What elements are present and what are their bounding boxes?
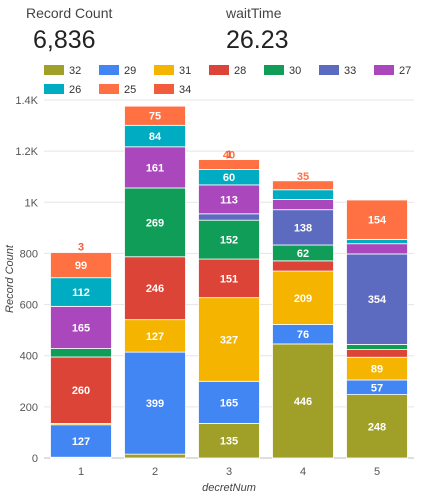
data-label: 62 xyxy=(297,248,309,260)
x-tick-label: 1 xyxy=(78,466,84,478)
legend-swatch-34 xyxy=(154,84,174,94)
wait-time-label: waitTime xyxy=(226,5,282,21)
data-label: 57 xyxy=(371,382,383,394)
data-label: 354 xyxy=(368,294,387,306)
legend-label-28: 28 xyxy=(234,65,246,77)
bar-segment-31 xyxy=(272,270,334,325)
legend-label-29: 29 xyxy=(124,65,136,77)
data-label: 112 xyxy=(72,287,90,299)
legend-label-25: 25 xyxy=(124,84,136,96)
bar-segment-25 xyxy=(272,180,334,191)
bar-segment-27 xyxy=(124,146,186,189)
y-tick-label: 800 xyxy=(20,248,38,260)
legend-label-33: 33 xyxy=(344,65,356,77)
data-label: 399 xyxy=(146,398,164,410)
data-label: 84 xyxy=(149,131,162,143)
y-tick-label: 400 xyxy=(20,351,38,363)
bar-segment-33 xyxy=(272,209,334,246)
x-tick-label: 3 xyxy=(226,466,232,478)
bar-segment-32 xyxy=(272,343,334,459)
legend-swatch-28 xyxy=(209,65,229,75)
record-count-label: Record Count xyxy=(26,5,113,21)
bar-segment-28 xyxy=(198,258,260,299)
x-tick-label: 4 xyxy=(300,466,306,478)
record-count-value: 6,836 xyxy=(33,26,96,54)
data-label: 248 xyxy=(368,421,386,433)
bar-segment-30 xyxy=(124,187,186,258)
bar-segment-25 xyxy=(124,105,186,126)
data-label: 165 xyxy=(72,322,90,334)
data-label: 209 xyxy=(294,293,312,305)
bar-segment-32 xyxy=(346,394,408,459)
bar-segment-26 xyxy=(50,277,112,307)
legend-swatch-30 xyxy=(264,65,284,75)
legend-label-30: 30 xyxy=(289,65,301,77)
legend-label-27: 27 xyxy=(399,65,411,77)
bar-segment-31 xyxy=(124,319,186,353)
bar-segment-32 xyxy=(198,423,260,459)
legend-swatch-26 xyxy=(44,84,64,94)
y-tick-label: 0 xyxy=(32,453,38,465)
data-label: 135 xyxy=(220,436,238,448)
data-label: 113 xyxy=(220,194,238,206)
legend-swatch-31 xyxy=(154,65,174,75)
y-tick-label: 1K xyxy=(25,197,39,209)
y-tick-label: 1.2K xyxy=(15,146,38,158)
data-label: 269 xyxy=(146,217,164,229)
data-label: 260 xyxy=(72,385,90,397)
legend-swatch-29 xyxy=(99,65,119,75)
wait-time-value: 26.23 xyxy=(226,26,289,54)
wait-time-scorecard: waitTime 26.23 xyxy=(226,0,289,55)
data-label: 151 xyxy=(220,273,238,285)
legend-swatch-27 xyxy=(374,65,394,75)
record-count-scorecard: Record Count 6,836 xyxy=(26,0,112,55)
y-axis-title: Record Count xyxy=(4,244,16,313)
y-tick-label: 1.4K xyxy=(15,95,38,107)
bar-segment-30 xyxy=(198,219,260,260)
data-label: 75 xyxy=(149,111,161,123)
data-label: 89 xyxy=(371,364,383,376)
legend-swatch-32 xyxy=(44,65,64,75)
data-label: 246 xyxy=(146,283,164,295)
data-label: 127 xyxy=(146,331,164,343)
data-label: 138 xyxy=(294,222,312,234)
legend-label-31: 31 xyxy=(179,65,191,77)
bar-segment-27 xyxy=(50,305,112,349)
data-label: 99 xyxy=(75,260,87,272)
data-label: 60 xyxy=(223,172,235,184)
data-label: 35 xyxy=(297,171,309,183)
bar-segment-29 xyxy=(198,380,260,424)
data-label: 76 xyxy=(297,329,309,341)
legend-swatch-25 xyxy=(99,84,119,94)
y-tick-label: 600 xyxy=(20,300,38,312)
data-label: 161 xyxy=(146,162,164,174)
bar-segment-28 xyxy=(124,256,186,321)
data-label: 127 xyxy=(72,436,90,448)
x-axis-title: decretNum xyxy=(202,482,256,494)
bar-segment-34 xyxy=(198,158,260,160)
legend-label-26: 26 xyxy=(69,84,81,96)
legend-label-34: 34 xyxy=(179,84,191,96)
legend-swatch-33 xyxy=(319,65,339,75)
bar-segment-34 xyxy=(50,251,112,253)
bar-segment-33 xyxy=(346,253,408,345)
x-tick-label: 2 xyxy=(152,466,158,478)
bar-segment-31 xyxy=(198,297,260,382)
bar-segment-29 xyxy=(50,424,112,458)
x-tick-label: 5 xyxy=(374,466,380,478)
legend-label-32: 32 xyxy=(69,65,81,77)
data-label: 165 xyxy=(220,397,238,409)
data-label: 3 xyxy=(78,242,84,254)
data-label: 154 xyxy=(368,215,387,227)
data-label: 446 xyxy=(294,396,312,408)
data-label: 40 xyxy=(223,149,235,161)
data-label: 327 xyxy=(220,334,238,346)
data-label: 1 xyxy=(226,149,232,161)
bar-segment-25 xyxy=(346,199,408,240)
data-label: 152 xyxy=(220,235,238,247)
y-tick-label: 200 xyxy=(20,402,38,414)
